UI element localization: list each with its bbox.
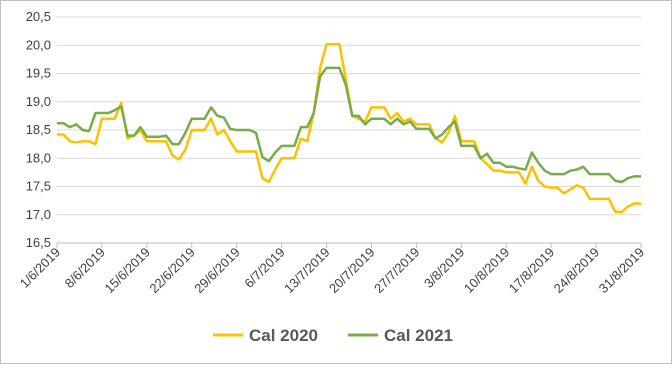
legend-label: Cal 2020 [249, 326, 318, 345]
y-tick-label: 20,0 [26, 37, 51, 52]
line-series [57, 66, 641, 184]
y-tick-label: 19,0 [26, 94, 51, 109]
y-tick-label: 20,5 [26, 9, 51, 24]
y-tick-label: 16,5 [26, 235, 51, 250]
legend-label: Cal 2021 [384, 326, 453, 345]
y-tick-label: 17,0 [26, 207, 51, 222]
y-tick-label: 18,5 [26, 122, 51, 137]
y-tick-label: 18,0 [26, 150, 51, 165]
y-tick-label: 19,5 [26, 66, 51, 81]
y-tick-label: 17,5 [26, 179, 51, 194]
